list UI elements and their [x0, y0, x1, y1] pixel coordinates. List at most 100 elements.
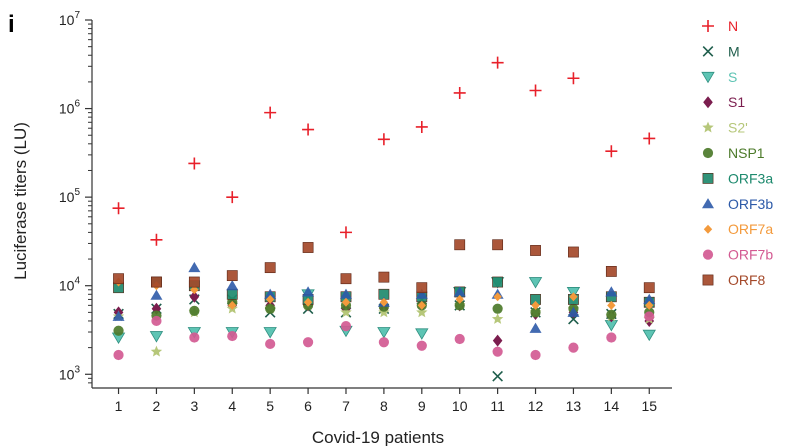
series-orf3b: [112, 261, 656, 333]
legend-label: M: [728, 43, 740, 59]
data-point: [151, 315, 162, 327]
legend-label: NSP1: [728, 145, 765, 161]
data-point: [378, 306, 390, 318]
series-orf7b: [113, 311, 655, 361]
x-tick-label: 7: [342, 398, 350, 414]
legend-label: N: [728, 18, 738, 34]
legend-marker: [702, 20, 714, 32]
data-point: [415, 288, 428, 299]
data-point: [302, 123, 315, 136]
data-point: [415, 120, 428, 133]
x-tick-label: 3: [190, 398, 198, 414]
legend-marker: [702, 249, 714, 260]
data-point: [113, 325, 124, 336]
x-tick-label: 1: [115, 398, 123, 414]
data-point: [568, 246, 579, 258]
x-tick-label: 13: [566, 398, 582, 414]
data-point: [417, 300, 427, 310]
y-tick-label: 104: [59, 276, 81, 294]
data-point: [491, 56, 504, 69]
data-marks: [111, 56, 656, 382]
legend-label: S1: [728, 94, 745, 110]
data-point: [265, 303, 276, 314]
data-point: [302, 242, 314, 253]
series-orf8: [113, 239, 655, 294]
data-point: [492, 276, 504, 288]
data-point: [339, 226, 352, 239]
data-point: [531, 300, 540, 310]
data-point: [302, 337, 314, 348]
data-point: [151, 302, 162, 315]
data-point: [644, 311, 655, 322]
data-point: [263, 327, 277, 339]
data-point: [227, 330, 238, 342]
data-point: [607, 300, 616, 310]
legend-marker: [701, 71, 715, 84]
data-point: [606, 332, 617, 343]
data-point: [340, 273, 352, 285]
data-point: [454, 300, 465, 311]
data-point: [188, 261, 201, 273]
data-point: [188, 157, 201, 170]
legend-marker: [702, 147, 714, 159]
legend-label: S2': [728, 120, 748, 136]
legend-marker: [702, 46, 714, 57]
legend-marker: [702, 121, 714, 133]
x-tick-label: 2: [153, 398, 161, 414]
legend-label: ORF3b: [728, 196, 773, 212]
data-point: [265, 294, 275, 304]
legend-marker: [702, 198, 714, 209]
data-point: [415, 328, 429, 340]
data-point: [530, 307, 541, 318]
x-tick-label: 11: [490, 398, 505, 414]
data-point: [226, 270, 238, 282]
data-point: [643, 293, 656, 304]
data-point: [567, 72, 580, 85]
x-tick-label: 5: [266, 398, 274, 414]
y-tick-label: 107: [59, 10, 81, 28]
data-point: [568, 342, 579, 353]
data-point: [455, 294, 464, 304]
data-point: [530, 245, 541, 256]
data-point: [264, 288, 277, 299]
legend-label: ORF3a: [728, 170, 773, 186]
x-tick-label: 12: [528, 398, 544, 414]
x-tick-label: 14: [604, 398, 620, 414]
legend-label: S: [728, 69, 737, 85]
data-point: [492, 334, 503, 347]
legend-marker: [703, 96, 713, 109]
series-nsp1: [113, 297, 655, 336]
data-point: [264, 262, 276, 274]
data-point: [645, 300, 654, 310]
data-point: [416, 306, 428, 318]
data-point: [492, 370, 503, 382]
data-point: [605, 286, 618, 297]
data-point: [606, 309, 617, 320]
data-point: [643, 132, 656, 145]
data-point: [226, 288, 238, 300]
data-point: [416, 340, 427, 351]
data-point: [190, 285, 199, 295]
data-point: [492, 239, 504, 251]
data-point: [416, 282, 428, 294]
data-point: [567, 306, 580, 317]
data-point: [189, 305, 200, 316]
data-point: [341, 297, 351, 307]
legend-marker: [702, 173, 714, 184]
data-point: [605, 145, 618, 158]
data-point: [493, 292, 502, 302]
x-tick-label: 10: [452, 398, 468, 414]
data-point: [113, 273, 124, 285]
data-point: [492, 303, 503, 314]
data-point: [642, 329, 656, 342]
data-point: [340, 306, 352, 318]
x-tick-label: 15: [641, 398, 657, 414]
data-point: [149, 331, 164, 343]
data-point: [112, 310, 125, 321]
data-point: [339, 288, 352, 299]
data-point: [492, 346, 503, 357]
data-point: [265, 338, 276, 350]
data-point: [605, 266, 617, 277]
